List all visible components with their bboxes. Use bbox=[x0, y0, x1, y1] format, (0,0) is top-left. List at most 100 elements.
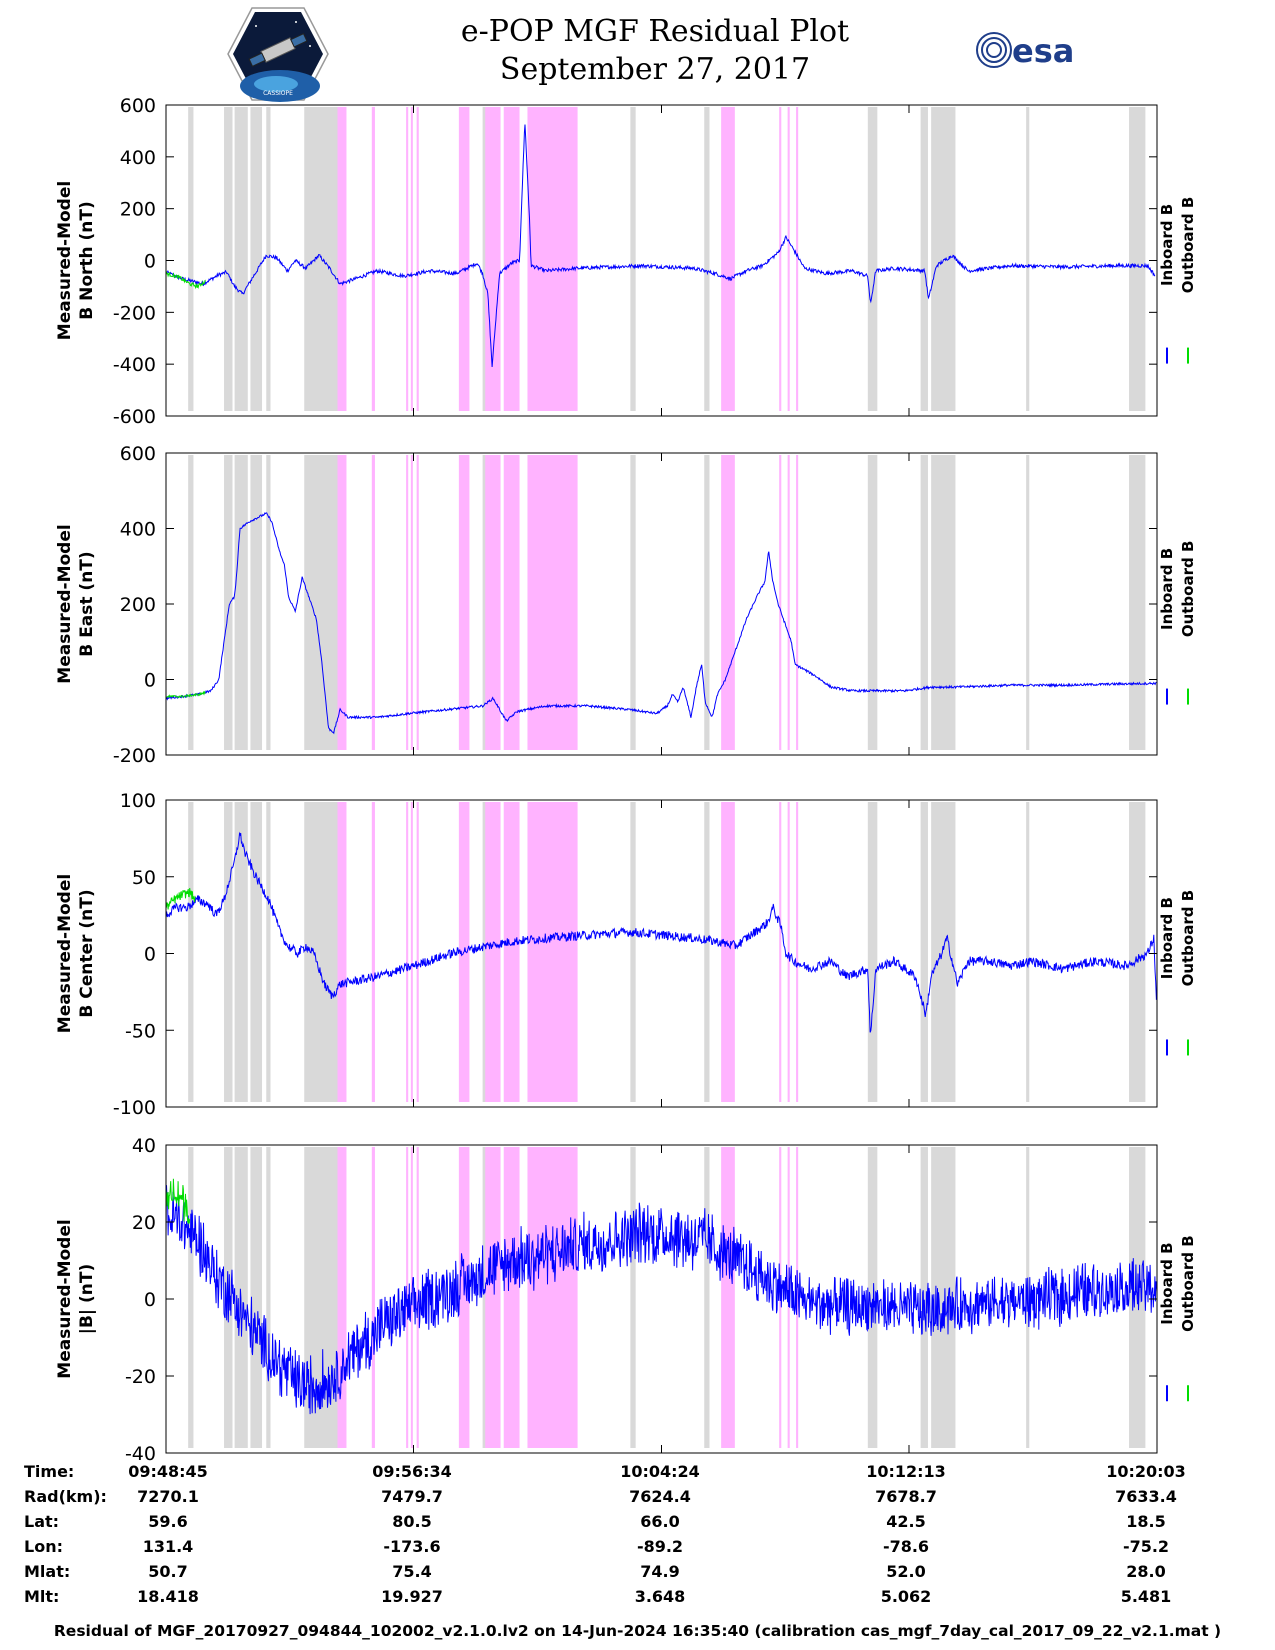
meta-cell: -78.6 bbox=[882, 1537, 930, 1556]
gray-band bbox=[867, 107, 878, 411]
magenta-band bbox=[485, 1147, 501, 1448]
gray-band bbox=[920, 1147, 928, 1448]
magenta-band bbox=[527, 455, 578, 750]
gray-band bbox=[630, 107, 636, 411]
y-tick-label: -600 bbox=[113, 406, 156, 428]
magenta-band bbox=[527, 802, 578, 1102]
gray-band bbox=[704, 802, 710, 1102]
meta-cell: 18.418 bbox=[137, 1587, 199, 1606]
footer-caption: Residual of MGF_20170927_094844_102002_v… bbox=[53, 1622, 1222, 1640]
magenta-band bbox=[787, 802, 790, 1102]
legend-inboard-label: Inboard B bbox=[1158, 1242, 1176, 1324]
magenta-band bbox=[416, 455, 419, 750]
panel-total: 40 20 0 -20 -40 Measured-Model |B| (nT) Inboard… bbox=[55, 1135, 1197, 1465]
magenta-band bbox=[796, 455, 799, 750]
gray-band bbox=[920, 107, 928, 411]
panel-center: 100 50 0 -50 -100 Measured-Model B Center (nT)… bbox=[55, 790, 1197, 1119]
magenta-band bbox=[796, 802, 799, 1102]
gray-band bbox=[630, 1147, 636, 1448]
magenta-band bbox=[503, 802, 520, 1102]
y-axis-label-line: Measured-Model bbox=[55, 1219, 75, 1378]
gray-band bbox=[931, 1147, 956, 1448]
gray-band bbox=[630, 802, 636, 1102]
gray-band bbox=[1026, 107, 1030, 411]
magenta-band bbox=[416, 802, 419, 1102]
magenta-band bbox=[503, 455, 520, 750]
y-tick-label: 400 bbox=[120, 519, 156, 541]
meta-cell: 18.5 bbox=[1126, 1512, 1166, 1531]
gray-band bbox=[188, 455, 194, 750]
gray-band bbox=[1026, 802, 1030, 1102]
meta-cell: -173.6 bbox=[383, 1537, 441, 1556]
meta-cell: 50.7 bbox=[148, 1562, 188, 1581]
magenta-band bbox=[503, 1147, 520, 1448]
legend-outboard-label: Outboard B bbox=[1179, 197, 1197, 294]
gray-band bbox=[250, 107, 263, 411]
gray-band bbox=[304, 455, 338, 750]
x-tick-label: 10:12:13 bbox=[866, 1462, 946, 1481]
cassiope-logo-text: CASSIOPE bbox=[263, 90, 293, 97]
legend-outboard-label: Outboard B bbox=[1179, 1235, 1197, 1332]
legend-inboard-label: Inboard B bbox=[1158, 204, 1176, 286]
y-tick-label: 0 bbox=[144, 1289, 156, 1311]
x-tick-label: 09:56:34 bbox=[372, 1462, 452, 1481]
meta-cell: 66.0 bbox=[640, 1512, 680, 1531]
meta-cell: 7479.7 bbox=[381, 1487, 443, 1506]
gray-band bbox=[1129, 455, 1146, 750]
magenta-band bbox=[779, 802, 782, 1102]
magenta-band bbox=[337, 107, 347, 411]
gray-band bbox=[188, 802, 194, 1102]
magenta-band bbox=[527, 107, 578, 411]
magenta-band bbox=[406, 455, 409, 750]
y-axis-label: Measured-Model |B| (nT) bbox=[55, 1219, 97, 1378]
y-tick-label: -20 bbox=[125, 1366, 156, 1388]
meta-cell: -75.2 bbox=[1122, 1537, 1170, 1556]
meta-cell: 131.4 bbox=[142, 1537, 194, 1556]
y-axis-label: Measured-Model B Center (nT) bbox=[55, 874, 97, 1033]
meta-cell: 7624.4 bbox=[629, 1487, 691, 1506]
gray-band bbox=[704, 107, 710, 411]
outboard-series-line bbox=[165, 887, 196, 910]
y-tick-label: 100 bbox=[120, 790, 156, 812]
gray-band bbox=[304, 802, 338, 1102]
gray-band bbox=[234, 455, 248, 750]
meta-cell: 59.6 bbox=[148, 1512, 188, 1531]
magenta-band bbox=[410, 107, 413, 411]
gray-band bbox=[867, 1147, 878, 1448]
magenta-band bbox=[337, 455, 347, 750]
meta-cell: 7270.1 bbox=[137, 1487, 199, 1506]
magenta-band bbox=[337, 802, 347, 1102]
gray-band bbox=[931, 455, 956, 750]
meta-cell: -89.2 bbox=[636, 1537, 684, 1556]
gray-band bbox=[250, 802, 263, 1102]
gray-band bbox=[266, 455, 271, 750]
magenta-band bbox=[406, 802, 409, 1102]
meta-row-label: Time: bbox=[24, 1462, 75, 1481]
y-tick-label: -400 bbox=[113, 354, 156, 376]
magenta-band bbox=[458, 455, 470, 750]
meta-cell: 75.4 bbox=[392, 1562, 432, 1581]
magenta-band bbox=[371, 1147, 375, 1448]
meta-cell: 7633.4 bbox=[1115, 1487, 1177, 1506]
magenta-band bbox=[410, 802, 413, 1102]
magenta-band bbox=[485, 455, 501, 750]
gray-band bbox=[931, 802, 956, 1102]
y-tick-label: -200 bbox=[113, 302, 156, 324]
outboard-series-line bbox=[165, 1178, 191, 1225]
magenta-band bbox=[458, 1147, 470, 1448]
inboard-series-line bbox=[165, 124, 1156, 368]
gray-band bbox=[482, 455, 487, 750]
meta-cell: 28.0 bbox=[1126, 1562, 1166, 1581]
meta-cell: 5.481 bbox=[1120, 1587, 1172, 1606]
x-tick-label: 09:48:45 bbox=[128, 1462, 208, 1481]
y-axis-label-line: Measured-Model bbox=[55, 874, 75, 1033]
gray-band bbox=[304, 107, 338, 411]
gray-band bbox=[234, 107, 248, 411]
panel-north: 600 400 200 0 -200 -400 -600 Measured-Model B No… bbox=[55, 95, 1197, 428]
y-axis-label-line: B East (nT) bbox=[77, 551, 97, 656]
inboard-series-line bbox=[165, 512, 1157, 735]
y-tick-label: -200 bbox=[113, 745, 156, 767]
y-tick-label: -50 bbox=[125, 1020, 156, 1042]
magenta-band bbox=[371, 107, 375, 411]
